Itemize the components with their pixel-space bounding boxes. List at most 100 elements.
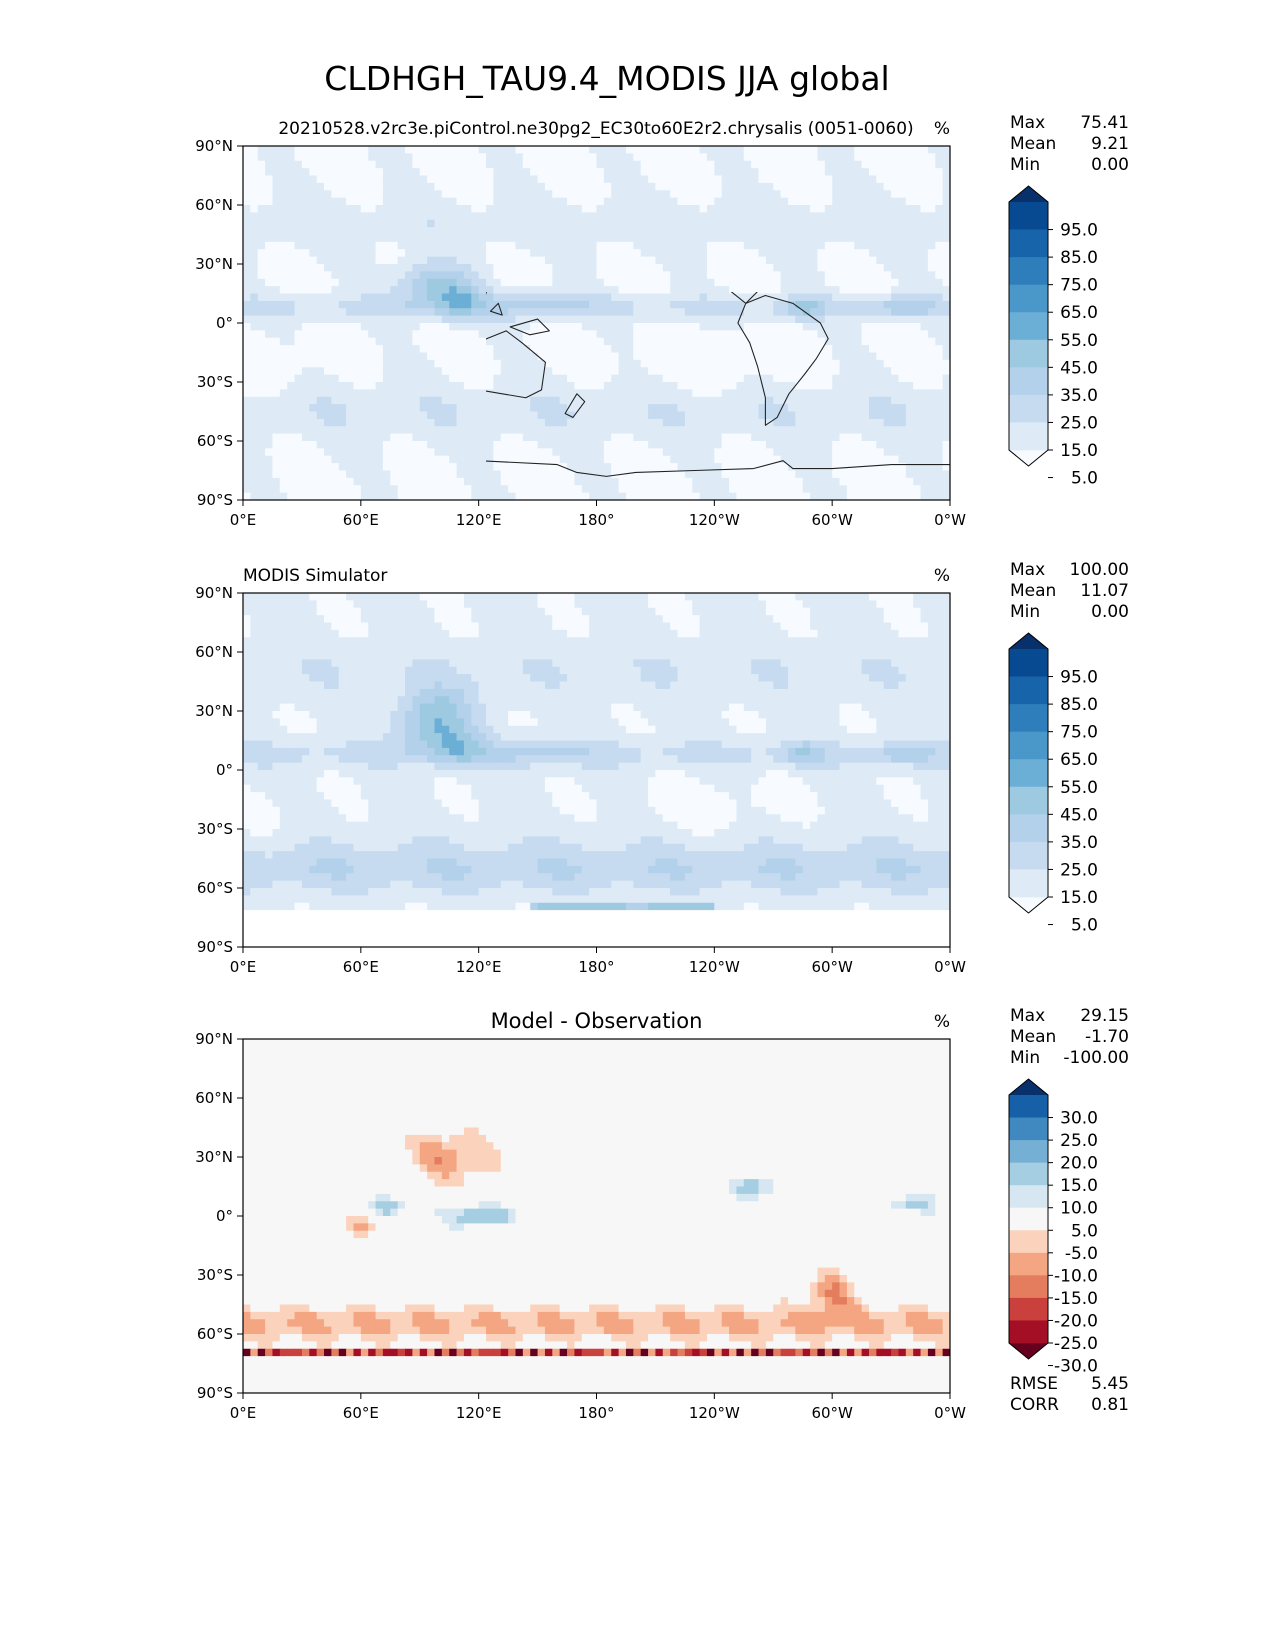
- metric-value: 0.81: [1091, 1395, 1129, 1415]
- stat-label: Max: [1010, 1006, 1045, 1026]
- colorbar-level-label: 15.0: [1060, 1176, 1098, 1196]
- x-tick-label: 180°: [578, 1404, 614, 1422]
- colorbar-level-label: 25.0: [1060, 1131, 1098, 1151]
- colorbar-swatch: [1009, 367, 1048, 396]
- colorbar-level-label: 10.0: [1060, 1199, 1098, 1219]
- stat-value: -100.00: [1063, 1048, 1129, 1068]
- stat-label: Max: [1010, 113, 1045, 133]
- colorbar-swatch: [1009, 841, 1048, 870]
- colorbar-swatch: [1009, 1162, 1048, 1186]
- colorbar-level-label: 30.0: [1060, 1109, 1098, 1129]
- colorbar-level-label: 35.0: [1060, 833, 1098, 853]
- colorbar-swatch: [1009, 1275, 1048, 1299]
- colorbar-level-label: 65.0: [1060, 750, 1098, 770]
- colorbar-level-label: -15.0: [1054, 1289, 1098, 1309]
- colorbar-level-label: -25.0: [1054, 1334, 1098, 1354]
- x-tick-label: 180°: [578, 511, 614, 529]
- y-tick-label: 0°: [216, 761, 233, 779]
- colorbar-extend-min: [1009, 1343, 1048, 1359]
- colorbar-level-label: 5.0: [1071, 469, 1098, 489]
- colorbar-swatch: [1009, 759, 1048, 788]
- x-tick-label: 120°E: [456, 511, 502, 529]
- y-tick-label: 90°S: [197, 491, 233, 509]
- colorbar-level-label: 25.0: [1060, 413, 1098, 433]
- stat-value: 9.21: [1091, 134, 1129, 154]
- colorbar-level-label: 65.0: [1060, 303, 1098, 323]
- colorbar-level-label: 5.0: [1071, 1221, 1098, 1241]
- x-tick-label: 120°E: [456, 958, 502, 976]
- colorbar-swatch: [1009, 649, 1048, 677]
- colorbar-extend-max: [1009, 186, 1048, 202]
- colorbar-extend-min: [1009, 897, 1048, 913]
- colorbar-level-label: 5.0: [1071, 916, 1098, 936]
- stat-label: Mean: [1010, 134, 1056, 154]
- x-tick-label: 180°: [578, 958, 614, 976]
- y-tick-label: 90°S: [197, 1384, 233, 1402]
- colorbar-swatch: [1009, 202, 1048, 230]
- panel-2: MODIS Simulator % 0°E 60°E 120°E 180° 120°W 60°…: [195, 560, 1129, 976]
- colorbar-swatch: [1009, 786, 1048, 815]
- colorbar-swatch: [1009, 869, 1048, 898]
- colorbar-swatch: [1009, 731, 1048, 760]
- x-tick-label: 0°W: [934, 958, 966, 976]
- colorbar-level-label: -5.0: [1065, 1244, 1098, 1264]
- y-tick-label: 60°N: [195, 643, 233, 661]
- colorbar-swatch: [1009, 704, 1048, 733]
- stat-value: -1.70: [1085, 1027, 1129, 1047]
- stat-value: 0.00: [1091, 602, 1129, 622]
- x-tick-label: 60°E: [343, 958, 379, 976]
- y-tick-label: 60°S: [197, 879, 233, 897]
- colorbar-level-label: -10.0: [1054, 1266, 1098, 1286]
- colorbar-extend-min: [1009, 450, 1048, 466]
- colorbar: 30.025.0 20.015.0 10.05.0 -5.0-10.0 -15.0-20…: [1008, 1078, 1098, 1377]
- x-tick-label: 60°W: [811, 958, 853, 976]
- colorbar-level-label: 95.0: [1060, 668, 1098, 688]
- panel-title: Model - Observation: [491, 1009, 703, 1033]
- map-field: [243, 593, 950, 947]
- map-field: [243, 146, 950, 500]
- map-field: [243, 1039, 950, 1393]
- colorbar-swatch: [1009, 1297, 1048, 1321]
- colorbar-level-label: 55.0: [1060, 778, 1098, 798]
- colorbar-level-label: 45.0: [1060, 358, 1098, 378]
- stat-value: 29.15: [1080, 1006, 1129, 1026]
- stat-label: Mean: [1010, 1027, 1056, 1047]
- x-tick-label: 60°W: [811, 511, 853, 529]
- y-tick-label: 30°S: [197, 373, 233, 391]
- y-tick-label: 90°N: [195, 1030, 233, 1048]
- colorbar: 95.0 85.0 75.0 65.0 55.0 45.0 35.0 25.0 15.0 5.0: [1008, 632, 1098, 936]
- x-tick-label: 0°E: [230, 958, 257, 976]
- stat-label: Mean: [1010, 581, 1056, 601]
- colorbar-swatch: [1009, 1252, 1048, 1276]
- colorbar-level-label: 85.0: [1060, 695, 1098, 715]
- x-tick-label: 0°W: [934, 511, 966, 529]
- y-tick-label: 60°S: [197, 1325, 233, 1343]
- colorbar-swatch: [1009, 1320, 1048, 1344]
- colorbar-swatch: [1009, 257, 1048, 286]
- colorbar-swatch: [1009, 229, 1048, 258]
- colorbar-level-label: 15.0: [1060, 441, 1098, 461]
- y-tick-label: 90°N: [195, 584, 233, 602]
- stat-label: Max: [1010, 560, 1045, 580]
- x-tick-label: 0°W: [934, 1404, 966, 1422]
- stat-label: Min: [1010, 155, 1040, 175]
- y-tick-label: 90°N: [195, 137, 233, 155]
- panel-1: 20210528.v2rc3e.piControl.ne30pg2_EC30to…: [195, 113, 1129, 529]
- metric-value: 5.45: [1091, 1374, 1129, 1394]
- colorbar-level-label: 20.0: [1060, 1154, 1098, 1174]
- colorbar-swatch: [1009, 1095, 1048, 1118]
- colorbar-extend-max: [1009, 1079, 1048, 1095]
- colorbar-swatch: [1009, 422, 1048, 451]
- y-tick-label: 90°S: [197, 938, 233, 956]
- colorbar: 95.0 85.0 75.0 65.0 55.0 45.0 35.0 25.0 15.0 5.0: [1008, 185, 1098, 489]
- colorbar-swatch: [1009, 1117, 1048, 1141]
- panel-units: %: [934, 1012, 950, 1032]
- colorbar-extend-max: [1009, 633, 1048, 649]
- y-tick-label: 30°N: [195, 255, 233, 273]
- stat-value: 100.00: [1070, 560, 1129, 580]
- colorbar-swatch: [1009, 1185, 1048, 1209]
- colorbar-swatch: [1009, 312, 1048, 341]
- y-tick-label: 30°S: [197, 820, 233, 838]
- x-tick-label: 120°W: [689, 511, 740, 529]
